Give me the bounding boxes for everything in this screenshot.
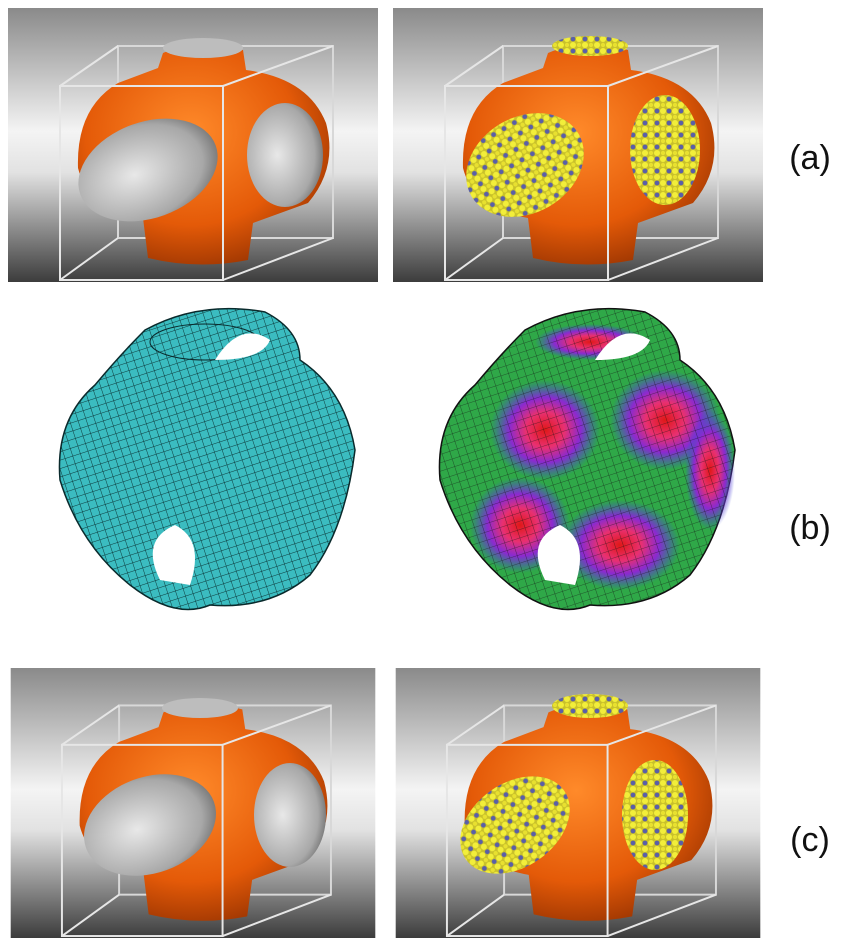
panel-label: (a) [789, 139, 831, 177]
panel-label: (c) [790, 821, 830, 859]
panel-c-left [11, 668, 376, 938]
panel-label: (b) [789, 509, 831, 547]
panel-a-right [393, 8, 763, 282]
panel-c-right [396, 668, 761, 938]
figure: (a) (b) (c) [0, 0, 842, 940]
panel-a-left [8, 8, 378, 282]
mesh-right [439, 309, 735, 610]
mesh-left [59, 309, 355, 610]
